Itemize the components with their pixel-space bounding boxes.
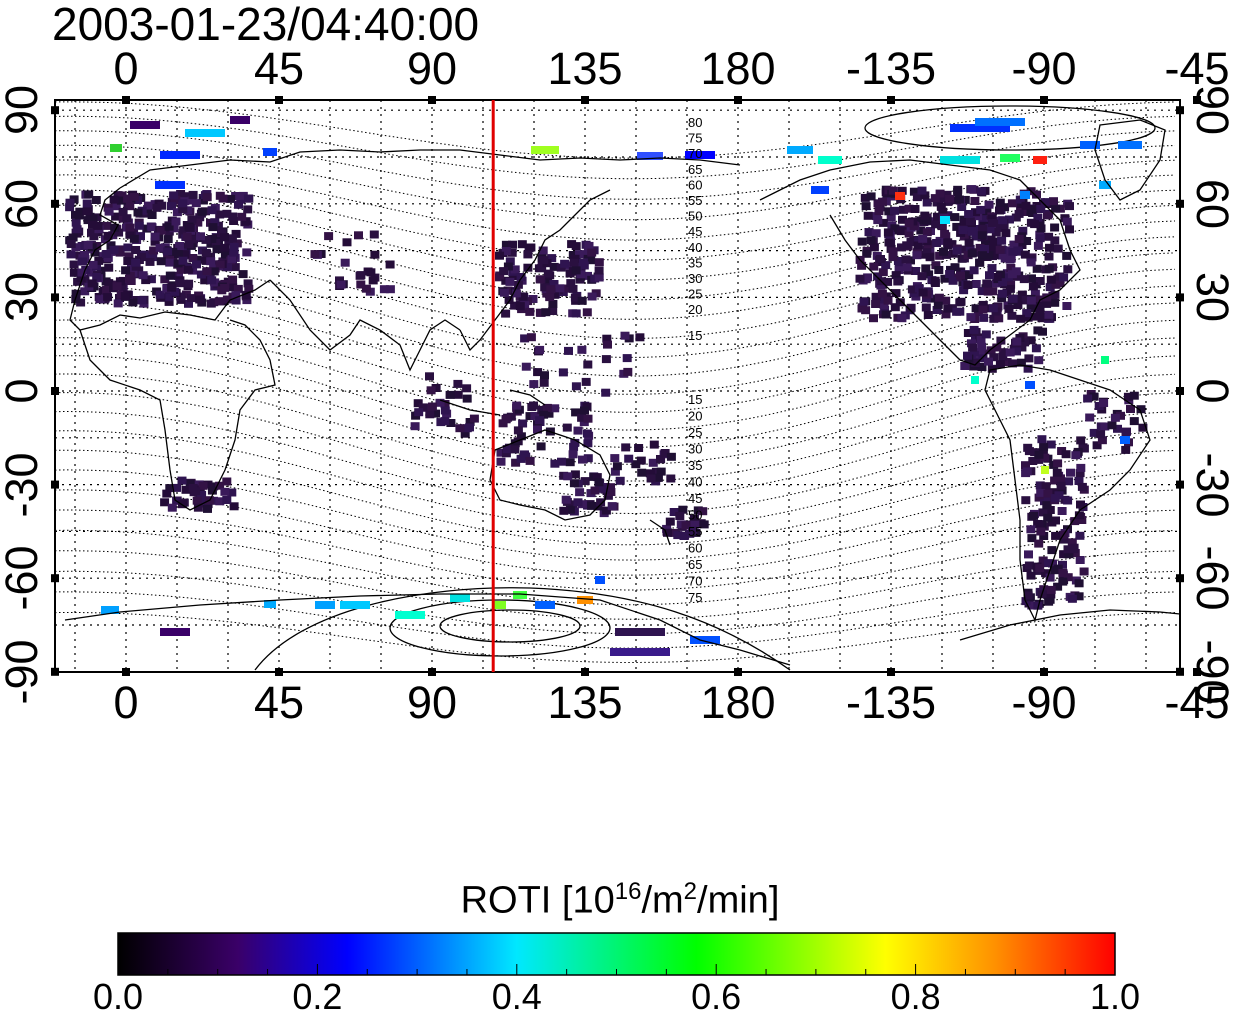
contour-label: 15 — [688, 328, 702, 343]
top-tick-label: 90 — [406, 43, 458, 94]
contour-label: 40 — [688, 475, 702, 490]
colorbar-tick-label: 0.6 — [691, 976, 742, 1017]
contour-label: 50 — [688, 209, 702, 224]
bottom-tick-label: 45 — [253, 677, 305, 728]
roti-data-patches — [65, 116, 1148, 656]
frame-tick-bars — [51, 96, 1201, 676]
right-tick-label: -90 — [1187, 639, 1238, 705]
contour-label: 20 — [688, 302, 702, 317]
colorbar-tick-label: 0.0 — [92, 976, 144, 1017]
bottom-tick-label: 90 — [406, 677, 458, 728]
colorbar-tick-label: 1.0 — [1089, 976, 1141, 1017]
colorbar-tick-marks — [117, 964, 1116, 975]
colorbar-tick-label: 0.2 — [292, 976, 343, 1017]
contour-label: 75 — [688, 131, 702, 146]
bottom-tick-label: -135 — [845, 677, 937, 728]
bottom-tick-label: -45 — [1164, 677, 1230, 728]
contour-label: 50 — [688, 508, 702, 523]
bottom-tick-label: 135 — [547, 677, 623, 728]
contour-label: 35 — [688, 458, 702, 473]
top-tick-label: -90 — [1011, 43, 1077, 94]
contour-label: 15 — [688, 392, 702, 407]
contour-label: 40 — [688, 240, 702, 255]
contour-label: 20 — [688, 409, 702, 424]
contour-label: 80 — [688, 115, 702, 130]
contour-label: 75 — [688, 590, 702, 605]
contour-label: 60 — [688, 177, 702, 192]
colorbar-tick-label: 0.4 — [491, 976, 542, 1017]
contour-label: 35 — [688, 255, 702, 270]
contour-label: 70 — [688, 146, 702, 161]
contour-label: 65 — [688, 162, 702, 177]
coastlines — [64, 119, 1180, 666]
left-tick-label: -90 — [0, 639, 47, 705]
bottom-tick-label: 180 — [700, 677, 776, 728]
contour-label: 65 — [688, 557, 702, 572]
contour-label: 30 — [688, 442, 702, 457]
top-tick-label: -45 — [1164, 43, 1230, 94]
colorbar — [117, 932, 1116, 976]
top-tick-label: -135 — [845, 43, 937, 94]
contour-label: 45 — [688, 224, 702, 239]
map-title: 2003-01-23/04:40:00 — [52, 0, 480, 50]
contour-label: 30 — [688, 271, 702, 286]
map-frame — [54, 99, 1181, 673]
contour-label: 45 — [688, 491, 702, 506]
contour-label: 25 — [688, 287, 702, 302]
colorbar-title: ROTI [1016/m2/min] — [460, 878, 780, 922]
map-plot-area — [55, 100, 1180, 672]
top-tick-label: 135 — [547, 43, 623, 94]
top-tick-label: 180 — [700, 43, 776, 94]
contour-label: 25 — [688, 425, 702, 440]
bottom-tick-label: -90 — [1011, 677, 1077, 728]
contour-label: 60 — [688, 541, 702, 556]
top-tick-label: 45 — [253, 43, 305, 94]
contour-labels: 8075706560555045403530252015152025303540… — [688, 115, 702, 605]
contour-label: 55 — [688, 193, 702, 208]
top-tick-label: 0 — [113, 43, 139, 94]
contour-label: 70 — [688, 574, 702, 589]
bottom-tick-label: 0 — [113, 677, 139, 728]
contour-label: 55 — [688, 524, 702, 539]
colorbar-tick-label: 0.8 — [890, 976, 941, 1017]
